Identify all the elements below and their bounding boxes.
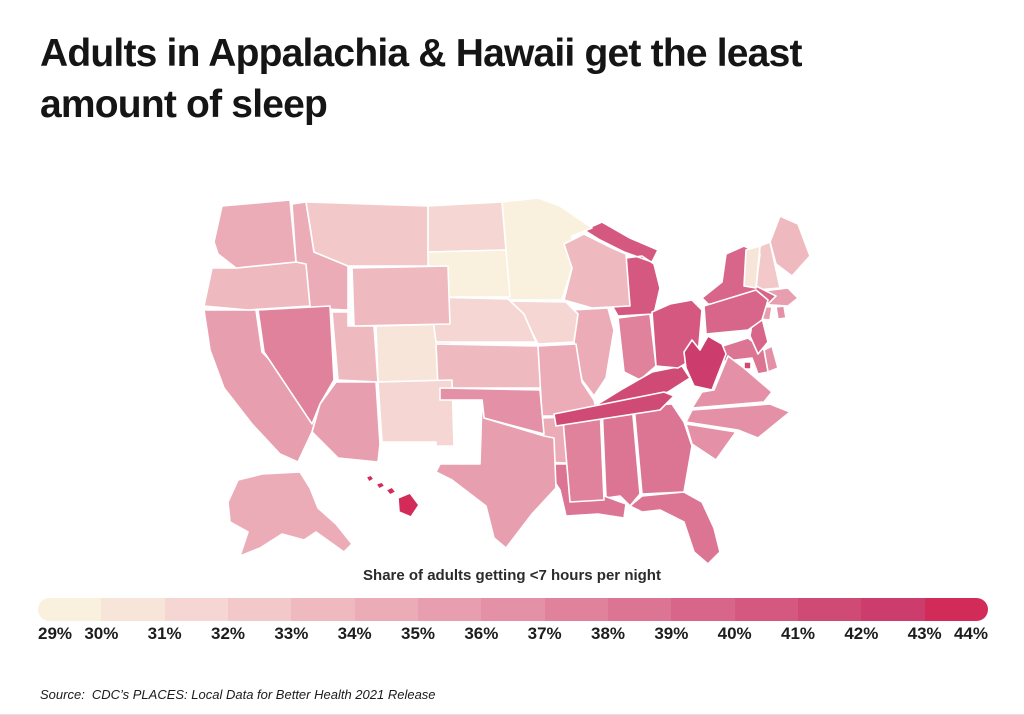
state-al: Alabama 38.5% (601, 403, 641, 507)
state-ca: California 35.2% (203, 309, 319, 463)
legend-tick-label: 31% (147, 624, 182, 643)
state-nc: North Carolina 36.2% (685, 403, 791, 439)
legend-color-scale (38, 598, 988, 621)
state-or: Oregon 33.4% (203, 261, 311, 311)
source-note: Source: CDC’s PLACES: Local Data for Bett… (40, 687, 436, 702)
state-nv: Nevada 37.7% (257, 305, 335, 425)
page-title: Adults in Appalachia & Hawaii get the le… (40, 28, 940, 131)
legend-tick-label: 39% (654, 624, 689, 643)
legend-title: Share of adults getting <7 hours per nig… (363, 567, 661, 584)
legend-color-segment (671, 598, 735, 621)
state-ri: Rhode Island 36.1% (775, 305, 787, 320)
legend-color-segment (607, 598, 672, 621)
page-title-line2: amount of sleep (40, 83, 328, 127)
legend-color-segment (417, 598, 482, 621)
legend-color-segment (924, 598, 988, 621)
legend-tick-label: 43% (907, 624, 942, 643)
source-label: Source: (40, 687, 85, 702)
source-text: CDC’s PLACES: Local Data for Better Heal… (91, 687, 436, 702)
state-ak: Alaska 34.2% (227, 471, 353, 557)
legend-tick-label: 34% (337, 624, 372, 643)
state-vt: Vermont 30.9% (743, 245, 761, 289)
state-tx: Texas 35.4% (435, 399, 557, 549)
state-wy: Wyoming 33.3% (351, 265, 451, 327)
state-tn: Tennessee 41.1% (553, 391, 675, 427)
legend-tick-label: 33% (274, 624, 309, 643)
legend-tick-label: 36% (464, 624, 499, 643)
legend-tick-label: 35% (400, 624, 436, 643)
legend-color-segment (861, 598, 925, 621)
state-me: Maine 33.5% (769, 215, 811, 277)
legend-color-segment (291, 598, 355, 621)
legend-color-segment (227, 598, 292, 621)
state-pa: Pennsylvania 39.2% (703, 289, 769, 335)
state-ne: Nebraska 31.6% (429, 296, 537, 343)
state-wa: Washington 34.6% (213, 199, 297, 269)
state-wi: Wisconsin 33.1% (563, 233, 631, 309)
legend-tick-label: 38% (590, 624, 626, 643)
legend-color-segment (734, 598, 798, 621)
legend-color-segment (354, 598, 418, 621)
legend-tick-label: 40% (717, 624, 752, 643)
state-fl: Florida 38.2% (629, 491, 721, 565)
legend-color-segment (797, 598, 862, 621)
state-nm: New Mexico 31.9% (377, 379, 455, 447)
state-sc: South Carolina 36.4% (685, 423, 737, 461)
legend-color-segment (544, 598, 608, 621)
legend-tick-labels: 29% 30% 31% 32% 33% 34% 35% 36% 37% 38% 39% 40% 41% 4… (0, 624, 1024, 646)
state-dc: District of Columbia 41% (743, 361, 752, 370)
state-wv: West Virginia 42.6% (683, 335, 727, 391)
legend-color-segment (38, 598, 102, 621)
page-title-line1: Adults in Appalachia & Hawaii get the le… (40, 32, 802, 75)
legend-tick-label: 37% (527, 624, 562, 643)
state-mt: Montana 32.2% (305, 201, 429, 267)
state-in: Indiana 37.4% (617, 313, 657, 381)
legend-color-segment (164, 598, 228, 621)
state-nd: North Dakota 31.4% (427, 201, 507, 253)
state-hi: Hawaii 43.4% (365, 474, 420, 518)
legend-tick-label: 32% (210, 624, 246, 643)
legend-tick-label: 44% (953, 624, 988, 643)
legend-color-segment (101, 598, 165, 621)
legend-tick-label: 30% (84, 624, 119, 643)
legend-tick-label: 29% (38, 624, 73, 643)
legend-tick-label: 41% (780, 624, 816, 643)
legend-color-segment (481, 598, 545, 621)
legend-tick-label: 42% (844, 624, 879, 643)
state-ga: Georgia 38.4% (633, 403, 693, 495)
